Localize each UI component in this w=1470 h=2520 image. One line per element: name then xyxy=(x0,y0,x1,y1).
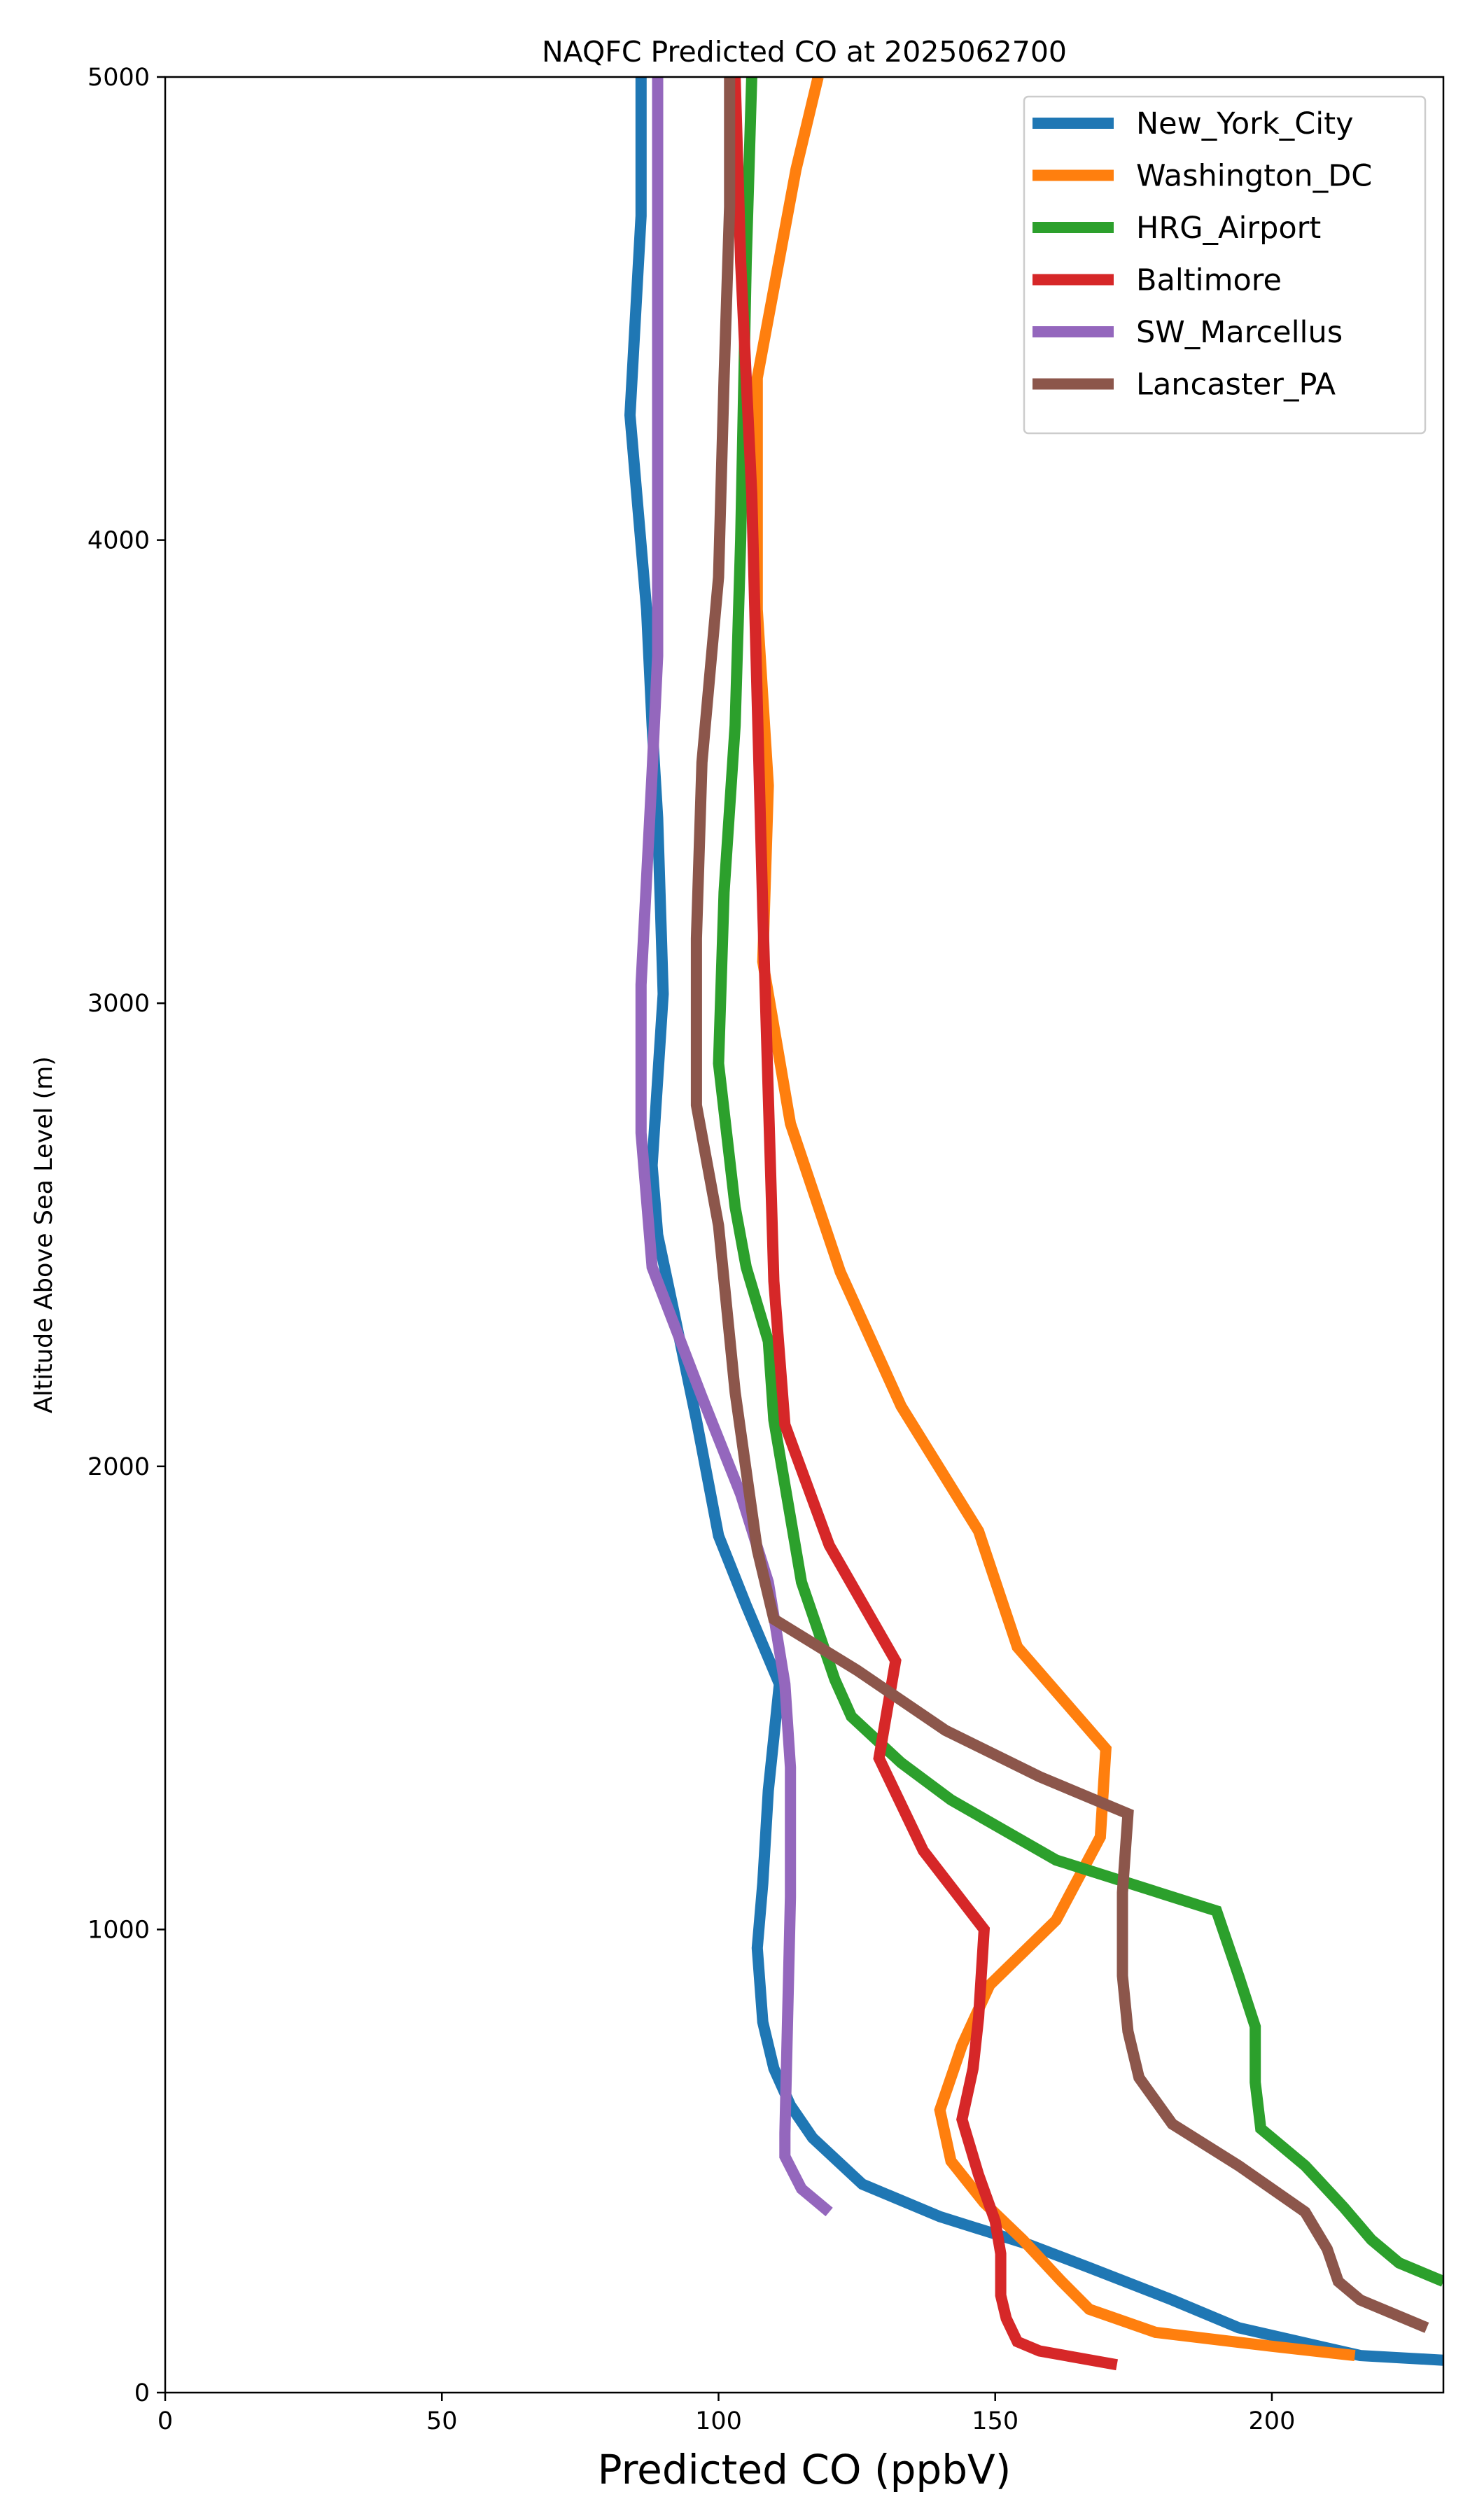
legend-label: Washington_DC xyxy=(1136,159,1372,194)
x-tick-label: 150 xyxy=(972,2407,1018,2435)
series-line-washington-dc xyxy=(751,77,1356,2362)
x-tick-label: 200 xyxy=(1249,2407,1296,2435)
y-tick-label: 2000 xyxy=(88,1453,150,1481)
y-tick-label: 4000 xyxy=(88,527,150,555)
series-line-baltimore xyxy=(729,77,1119,2371)
y-axis-label: Altitude Above Sea Level (m) xyxy=(30,1056,58,1413)
x-tick-label: 100 xyxy=(695,2407,742,2435)
legend-box xyxy=(1023,95,1427,435)
y-tick-label: 5000 xyxy=(88,64,150,92)
x-axis-label: Predicted CO (ppbV) xyxy=(598,2446,1011,2493)
y-tick-label: 1000 xyxy=(88,1916,150,1944)
plot-area-frame xyxy=(164,76,1445,2394)
x-tick-label: 50 xyxy=(426,2407,458,2435)
x-axis-ticks: 0 50 100 150 200 xyxy=(158,2393,1295,2435)
x-tick-label: 0 xyxy=(158,2407,173,2435)
legend-label: New_York_City xyxy=(1136,106,1354,141)
y-tick-label: 0 xyxy=(134,2379,150,2407)
legend: New_York_City Washington_DC HRG_Airport Bal… xyxy=(1023,95,1427,435)
legend-label: HRG_Airport xyxy=(1136,211,1321,246)
series-line-sw-marcellus xyxy=(635,77,833,2217)
y-axis-ticks: 0 1000 2000 3000 4000 5000 xyxy=(88,64,165,2407)
series-line-lancaster-pa xyxy=(690,77,1429,2333)
legend-label: Lancaster_PA xyxy=(1136,368,1336,402)
y-tick-label: 3000 xyxy=(88,990,150,1018)
series-line-hrg-airport xyxy=(713,77,1443,2287)
legend-label: Baltimore xyxy=(1136,263,1282,298)
series-layer xyxy=(624,77,1443,2371)
legend-label: SW_Marcellus xyxy=(1136,315,1343,350)
chart-title: NAQFC Predicted CO at 2025062700 xyxy=(542,35,1067,69)
